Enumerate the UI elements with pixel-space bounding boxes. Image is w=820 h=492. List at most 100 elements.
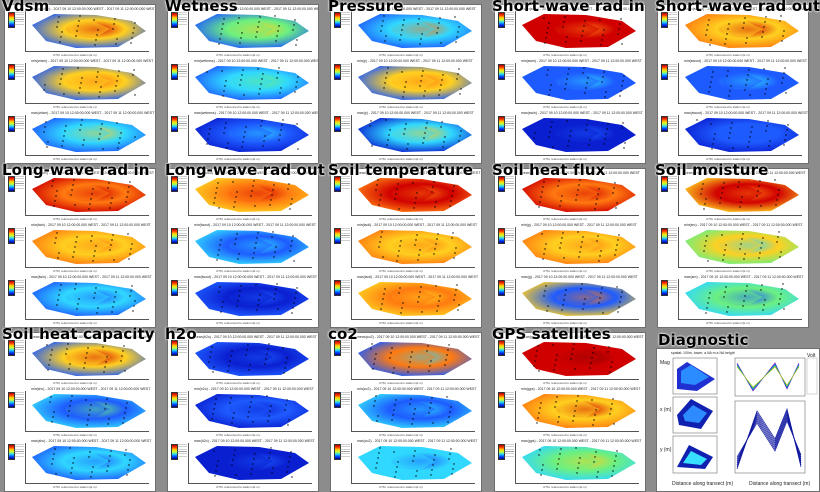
panel-title: max(tsoil) - 2017 09 10 12:00:00.000 WES… — [357, 275, 479, 279]
map-panel-mean: mean(vdsm) - 2017 09 10 12:00:00.000 WES… — [5, 7, 155, 57]
xaxis — [25, 379, 149, 380]
map-plot — [352, 339, 475, 379]
diag-map-top-inner — [681, 365, 709, 385]
map-plot — [516, 11, 639, 51]
tile-title: Short-wave rad out — [655, 0, 820, 15]
x-axis-label: UTM, referenced to station (E m) — [53, 485, 97, 489]
map-plot — [189, 279, 312, 319]
x-axis-label: UTM, referenced to station (E m) — [543, 157, 587, 161]
yaxis — [351, 339, 352, 379]
panel-title: mean(vdsm) - 2017 09 10 12:00:00.000 WES… — [31, 7, 156, 11]
yaxis — [351, 227, 352, 267]
yaxis — [351, 175, 352, 215]
yaxis — [25, 443, 26, 483]
tile-title: Long-wave rad in — [2, 161, 150, 179]
panel-title: mean(h2o) - 2017 09 10 12:00:00.000 WEST… — [194, 335, 317, 339]
map-panel-mean: mean(p) - 2017 09 10 12:00:00.000 WEST -… — [331, 7, 481, 57]
yaxis — [678, 63, 679, 103]
diagnostic-figure: spatial: 100m, tower, a NA m a NA height — [656, 348, 820, 492]
x-axis-label: UTM, referenced to station (E m) — [379, 269, 423, 273]
yaxis — [188, 339, 189, 379]
colorbar-ticks — [340, 280, 350, 294]
colorbar-ticks — [177, 280, 187, 294]
map-plot — [352, 175, 475, 215]
panel-title: min(p) - 2017 09 10 12:00:00.000 WEST - … — [357, 59, 473, 63]
map-panel-max: max(wetness) - 2017 09 10 12:00:00.000 W… — [168, 111, 318, 161]
map-tile-shc: mean(shc) - 2017 09 10 12:00:00.000 WEST… — [4, 332, 156, 492]
xaxis — [678, 267, 802, 268]
panel-title: mean(lwin) - 2017 09 10 12:00:00.000 WES… — [31, 171, 155, 175]
map-panel-max: max(g) - 2017 09 10 12:00:00.000 WEST - … — [495, 275, 645, 325]
x-axis-label: UTM, referenced to station (E m) — [379, 53, 423, 57]
yaxis — [515, 443, 516, 483]
map-panel-mean: mean(shc) - 2017 09 10 12:00:00.000 WEST… — [5, 335, 155, 385]
yaxis — [188, 227, 189, 267]
panel-title: min(wetness) - 2017 09 10 12:00:00.000 W… — [194, 59, 319, 63]
yaxis — [25, 339, 26, 379]
x-axis-label: UTM, referenced to station (E m) — [706, 269, 750, 273]
x-axis-label: UTM, referenced to station (E m) — [543, 105, 587, 109]
yaxis — [188, 11, 189, 51]
diag-voltage-lines — [736, 362, 800, 392]
colorbar-ticks — [14, 12, 24, 26]
map-plot — [352, 11, 475, 51]
colorbar-ticks — [177, 340, 187, 354]
colorbar-ticks — [14, 444, 24, 458]
panel-title: min(lwout) - 2017 09 10 12:00:00.000 WES… — [194, 223, 317, 227]
map-panel-max: max(vdsm) - 2017 09 10 12:00:00.000 WEST… — [5, 111, 155, 161]
map-panel-mean: mean(g) - 2017 09 10 12:00:00.000 WEST -… — [495, 171, 645, 221]
colorbar-ticks — [177, 176, 187, 190]
map-panel-mean: mean(sm) - 2017 09 10 12:00:00.000 WEST … — [658, 171, 808, 221]
colorbar-ticks — [14, 176, 24, 190]
map-panel-mean: mean(swout) - 2017 09 10 12:00:00.000 WE… — [658, 7, 808, 57]
panel-title: min(g) - 2017 09 10 12:00:00.000 WEST - … — [521, 223, 637, 227]
x-axis-label: UTM, referenced to station (E m) — [543, 217, 587, 221]
map-panel-max: max(lwout) - 2017 09 10 12:00:00.000 WES… — [168, 275, 318, 325]
colorbar-ticks — [177, 228, 187, 242]
xaxis — [351, 379, 475, 380]
map-tile-swin: mean(swin) - 2017 09 10 12:00:00.000 WES… — [494, 4, 646, 164]
colorbar-ticks — [504, 12, 514, 26]
map-panel-mean: mean(lwin) - 2017 09 10 12:00:00.000 WES… — [5, 171, 155, 221]
yaxis — [188, 443, 189, 483]
x-axis-label: UTM, referenced to station (E m) — [53, 53, 97, 57]
xaxis — [351, 483, 475, 484]
map-plot — [26, 115, 149, 155]
xaxis — [678, 103, 802, 104]
x-axis-label: UTM, referenced to station (E m) — [379, 321, 423, 325]
tile-title: co2 — [328, 325, 358, 343]
map-panel-min: min(gps) - 2017 09 10 12:00:00.000 WEST … — [495, 387, 645, 437]
panel-title: max(h2o) - 2017 09 10 12:00:00.000 WEST … — [194, 439, 315, 443]
colorbar-ticks — [504, 392, 514, 406]
xaxis — [678, 215, 802, 216]
map-panel-mean: mean(co2) - 2017 09 10 12:00:00.000 WEST… — [331, 335, 481, 385]
panel-title: min(tsoil) - 2017 09 10 12:00:00.000 WES… — [357, 223, 478, 227]
colorbar-ticks — [177, 116, 187, 130]
map-plot — [352, 115, 475, 155]
yaxis — [351, 63, 352, 103]
xaxis — [351, 51, 475, 52]
xaxis — [515, 155, 639, 156]
yaxis — [351, 115, 352, 155]
x-axis-label: UTM, referenced to station (E m) — [53, 381, 97, 385]
map-panel-mean: mean(lwout) - 2017 09 10 12:00:00.000 WE… — [168, 171, 318, 221]
map-tile-swout: mean(swout) - 2017 09 10 12:00:00.000 WE… — [657, 4, 809, 164]
colorbar-ticks — [667, 12, 677, 26]
xaxis — [25, 319, 149, 320]
yaxis — [678, 11, 679, 51]
diag-panel-mid-left — [672, 396, 718, 434]
map-plot — [26, 63, 149, 103]
panel-title: min(shc) - 2017 09 10 12:00:00.000 WEST … — [31, 387, 151, 391]
map-panel-max: max(lwin) - 2017 09 10 12:00:00.000 WEST… — [5, 275, 155, 325]
colorbar-ticks — [14, 340, 24, 354]
xaxis — [188, 215, 312, 216]
xaxis — [678, 319, 802, 320]
map-plot — [189, 443, 312, 483]
diagnostic-title: Diagnostic — [658, 331, 749, 349]
diagnostic-plots — [672, 357, 818, 474]
map-panel-mean: mean(gps) - 2017 09 10 12:00:00.000 WEST… — [495, 335, 645, 385]
panel-title: max(wetness) - 2017 09 10 12:00:00.000 W… — [194, 111, 319, 115]
map-panel-mean: mean(tsoil) - 2017 09 10 12:00:00.000 WE… — [331, 171, 481, 221]
tile-title: Short-wave rad in — [492, 0, 645, 15]
map-panel-max: max(sm) - 2017 09 10 12:00:00.000 WEST -… — [658, 275, 808, 325]
